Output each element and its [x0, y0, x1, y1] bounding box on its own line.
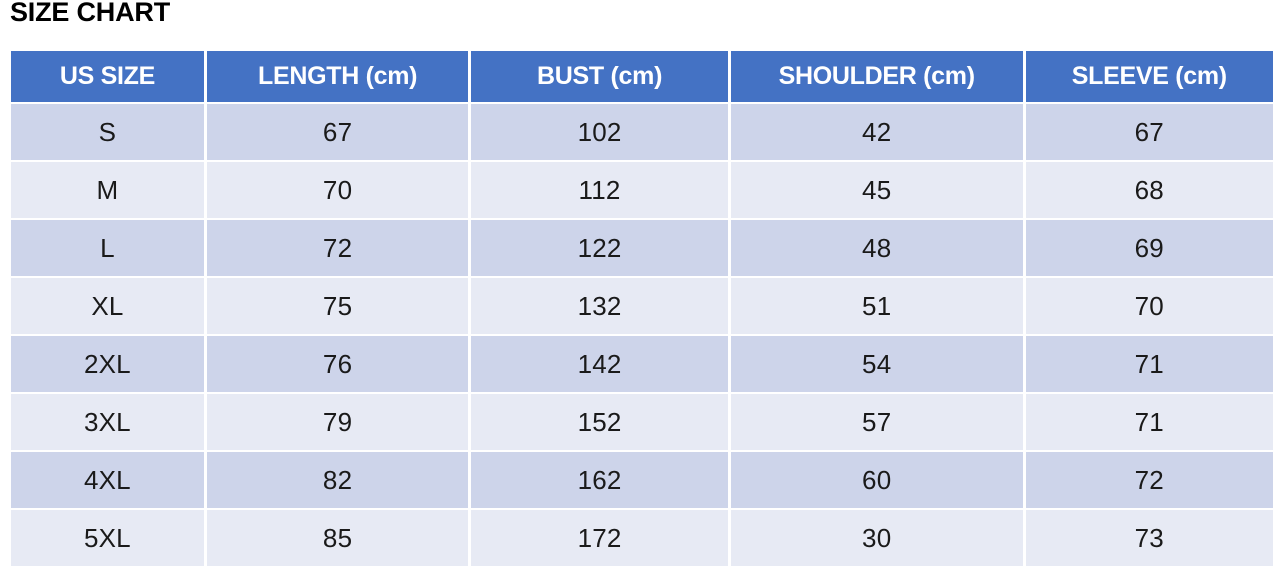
- cell-bust: 162: [471, 452, 728, 508]
- cell-sleeve: 73: [1025, 510, 1273, 566]
- cell-us-size: 2XL: [11, 336, 204, 392]
- size-chart-table: US SIZE LENGTH (cm) BUST (cm) SHOULDER (…: [8, 49, 1276, 568]
- cell-bust: 172: [471, 510, 728, 566]
- table-row: XL 75 132 51 70: [11, 278, 1273, 334]
- table-header-row: US SIZE LENGTH (cm) BUST (cm) SHOULDER (…: [11, 51, 1273, 102]
- table-row: L 72 122 48 69: [11, 220, 1273, 276]
- column-header-us-size: US SIZE: [11, 51, 204, 102]
- cell-bust: 112: [471, 162, 728, 218]
- cell-length: 76: [206, 336, 469, 392]
- cell-us-size: 5XL: [11, 510, 204, 566]
- cell-length: 85: [206, 510, 469, 566]
- cell-us-size: S: [11, 104, 204, 160]
- table-row: 5XL 85 172 30 73: [11, 510, 1273, 566]
- column-header-sleeve: SLEEVE (cm): [1025, 51, 1273, 102]
- cell-us-size: 3XL: [11, 394, 204, 450]
- cell-length: 79: [206, 394, 469, 450]
- cell-shoulder: 60: [730, 452, 1023, 508]
- cell-bust: 102: [471, 104, 728, 160]
- cell-sleeve: 68: [1025, 162, 1273, 218]
- page-title: SIZE CHART: [10, 0, 171, 27]
- cell-length: 67: [206, 104, 469, 160]
- cell-sleeve: 69: [1025, 220, 1273, 276]
- cell-us-size: 4XL: [11, 452, 204, 508]
- cell-shoulder: 48: [730, 220, 1023, 276]
- cell-shoulder: 45: [730, 162, 1023, 218]
- cell-bust: 142: [471, 336, 728, 392]
- cell-sleeve: 71: [1025, 394, 1273, 450]
- cell-bust: 122: [471, 220, 728, 276]
- cell-shoulder: 54: [730, 336, 1023, 392]
- cell-length: 82: [206, 452, 469, 508]
- cell-us-size: L: [11, 220, 204, 276]
- table-row: 4XL 82 162 60 72: [11, 452, 1273, 508]
- table-row: M 70 112 45 68: [11, 162, 1273, 218]
- cell-bust: 132: [471, 278, 728, 334]
- cell-us-size: XL: [11, 278, 204, 334]
- table-row: 3XL 79 152 57 71: [11, 394, 1273, 450]
- cell-us-size: M: [11, 162, 204, 218]
- cell-length: 70: [206, 162, 469, 218]
- cell-sleeve: 72: [1025, 452, 1273, 508]
- cell-length: 75: [206, 278, 469, 334]
- cell-shoulder: 51: [730, 278, 1023, 334]
- table-row: 2XL 76 142 54 71: [11, 336, 1273, 392]
- table-header: US SIZE LENGTH (cm) BUST (cm) SHOULDER (…: [11, 51, 1273, 102]
- cell-sleeve: 70: [1025, 278, 1273, 334]
- cell-sleeve: 71: [1025, 336, 1273, 392]
- cell-length: 72: [206, 220, 469, 276]
- column-header-bust: BUST (cm): [471, 51, 728, 102]
- table-row: S 67 102 42 67: [11, 104, 1273, 160]
- cell-shoulder: 57: [730, 394, 1023, 450]
- cell-shoulder: 30: [730, 510, 1023, 566]
- column-header-length: LENGTH (cm): [206, 51, 469, 102]
- column-header-shoulder: SHOULDER (cm): [730, 51, 1023, 102]
- cell-sleeve: 67: [1025, 104, 1273, 160]
- table-body: S 67 102 42 67 M 70 112 45 68 L 72 122 4…: [11, 104, 1273, 566]
- cell-bust: 152: [471, 394, 728, 450]
- cell-shoulder: 42: [730, 104, 1023, 160]
